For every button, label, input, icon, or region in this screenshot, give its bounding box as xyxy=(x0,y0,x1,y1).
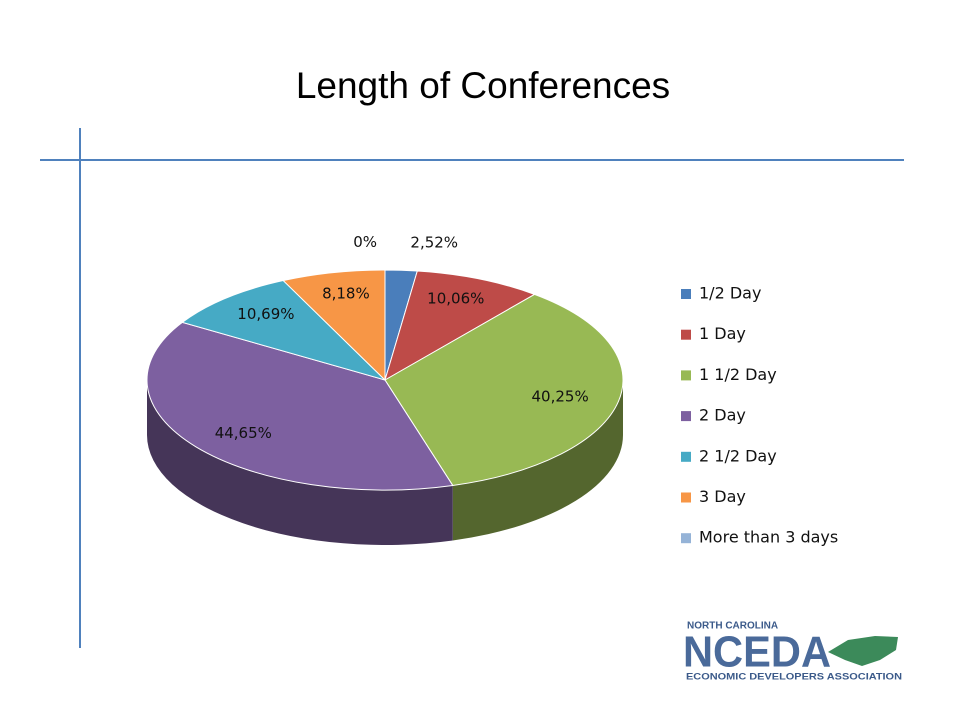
pie-slice xyxy=(384,270,536,382)
data-label: 40,25% xyxy=(532,388,589,406)
legend-swatch xyxy=(681,411,691,422)
logo-state xyxy=(828,636,898,666)
legend-swatch xyxy=(681,451,691,462)
data-label: 2,52% xyxy=(410,233,458,251)
data-label: 10,69% xyxy=(237,305,294,323)
data-label: 10,06% xyxy=(427,290,484,308)
legend-label: More than 3 days xyxy=(699,528,838,547)
data-label: 8,18% xyxy=(322,285,370,303)
logo: NORTH CAROLINA NCEDA ECONOMIC DEVELOPERS… xyxy=(683,621,902,683)
pie-slice xyxy=(384,293,624,486)
legend-label: 2 1/2 Day xyxy=(699,446,777,465)
pie-side xyxy=(147,380,453,545)
legend-label: 3 Day xyxy=(699,487,746,506)
pie-slice xyxy=(181,280,386,381)
legend-swatch xyxy=(681,370,691,381)
pie-slice xyxy=(282,269,386,382)
legend-swatch xyxy=(681,492,691,503)
legend-label: 1 Day xyxy=(699,324,746,343)
pie-side xyxy=(452,380,623,541)
data-label: 0% xyxy=(353,233,377,251)
legend-swatch xyxy=(681,329,691,340)
pie-slice xyxy=(146,321,454,491)
chart-title: Length of Conferences xyxy=(296,65,670,106)
pie-sides xyxy=(147,380,623,545)
logo-top: NORTH CAROLINA xyxy=(687,621,778,632)
legend-label: 1 1/2 Day xyxy=(699,365,777,384)
legend-swatch xyxy=(681,533,691,544)
legend-label: 1/2 Day xyxy=(699,284,761,303)
logo-bottom: ECONOMIC DEVELOPERS ASSOCIATION xyxy=(686,672,902,683)
data-label: 44,65% xyxy=(215,424,272,442)
pie-tops xyxy=(146,269,624,491)
legend-swatch xyxy=(681,289,691,299)
logo-name: NCEDA xyxy=(683,628,831,677)
legend-label: 2 Day xyxy=(699,406,746,425)
